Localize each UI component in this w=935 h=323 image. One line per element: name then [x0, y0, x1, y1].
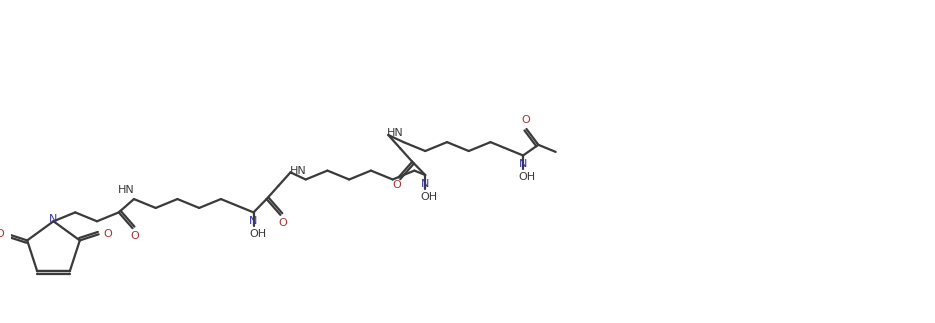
Text: HN: HN	[118, 185, 135, 195]
Text: HN: HN	[387, 128, 404, 138]
Text: OH: OH	[421, 192, 438, 202]
Text: OH: OH	[249, 229, 266, 239]
Text: O: O	[0, 229, 4, 239]
Text: N: N	[421, 179, 429, 189]
Text: O: O	[521, 115, 530, 125]
Text: O: O	[103, 229, 112, 239]
Text: N: N	[519, 159, 527, 169]
Text: O: O	[392, 181, 401, 191]
Text: N: N	[50, 214, 58, 224]
Text: HN: HN	[290, 166, 306, 176]
Text: N: N	[250, 216, 258, 226]
Text: O: O	[278, 218, 287, 228]
Text: O: O	[130, 231, 139, 241]
Text: OH: OH	[519, 172, 536, 182]
